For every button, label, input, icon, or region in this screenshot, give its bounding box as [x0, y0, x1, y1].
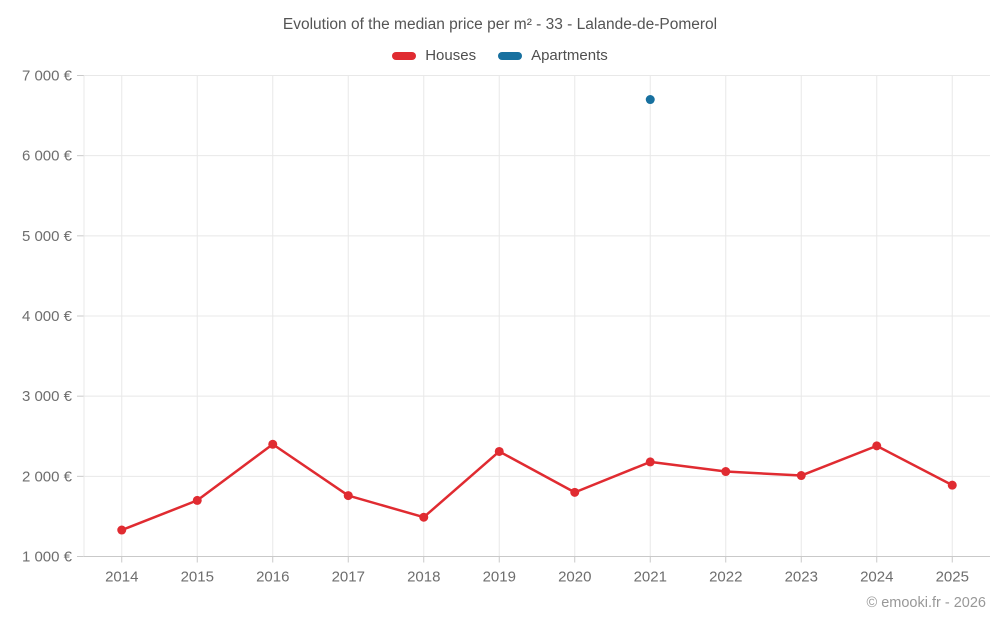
y-axis-label: 5 000 €	[22, 228, 73, 245]
houses-data-point[interactable]	[721, 467, 731, 477]
houses-data-point[interactable]	[419, 512, 429, 522]
chart-title: Evolution of the median price per m² - 3…	[282, 16, 718, 33]
x-axis-label: 2017	[332, 569, 365, 586]
y-axis-label: 3 000 €	[22, 388, 73, 405]
houses-legend-swatch-icon	[392, 51, 417, 60]
x-axis-label: 2018	[407, 569, 440, 586]
legend: Houses Apartments	[0, 47, 1000, 64]
houses-data-point[interactable]	[947, 480, 957, 490]
houses-data-point[interactable]	[570, 487, 580, 497]
y-axis-label: 7 000 €	[22, 68, 73, 85]
houses-data-point[interactable]	[645, 457, 655, 467]
x-axis-label: 2022	[709, 569, 742, 586]
houses-data-point[interactable]	[117, 525, 127, 535]
legend-item-apartments[interactable]: Apartments	[498, 47, 608, 64]
x-axis-label: 2019	[483, 569, 516, 586]
x-axis-label: 2023	[785, 569, 818, 586]
houses-data-point[interactable]	[343, 491, 353, 501]
x-axis-label: 2016	[256, 569, 289, 586]
copyright-text: © emooki.fr - 2026	[866, 595, 986, 611]
apartments-legend-swatch-icon	[498, 51, 523, 60]
houses-data-point[interactable]	[872, 441, 882, 451]
houses-data-point[interactable]	[192, 495, 202, 505]
y-axis-label: 6 000 €	[22, 148, 73, 165]
apartments-data-point[interactable]	[645, 95, 655, 105]
y-axis-label: 2 000 €	[22, 468, 73, 485]
x-axis-label: 2014	[105, 569, 138, 586]
houses-legend-label: Houses	[425, 47, 477, 64]
x-axis-label: 2021	[634, 569, 667, 586]
apartments-legend-label: Apartments	[531, 47, 608, 64]
y-axis-label: 4 000 €	[22, 308, 73, 325]
houses-data-point[interactable]	[268, 439, 278, 449]
y-axis-label: 1 000 €	[22, 549, 73, 566]
houses-data-point[interactable]	[796, 471, 806, 481]
x-axis-label: 2024	[860, 569, 893, 586]
houses-data-point[interactable]	[494, 446, 504, 456]
legend-item-houses[interactable]: Houses	[392, 47, 476, 64]
x-axis-label: 2015	[181, 569, 214, 586]
x-axis-label: 2020	[558, 569, 591, 586]
x-axis-label: 2025	[936, 569, 969, 586]
houses-series-line	[120, 443, 954, 532]
